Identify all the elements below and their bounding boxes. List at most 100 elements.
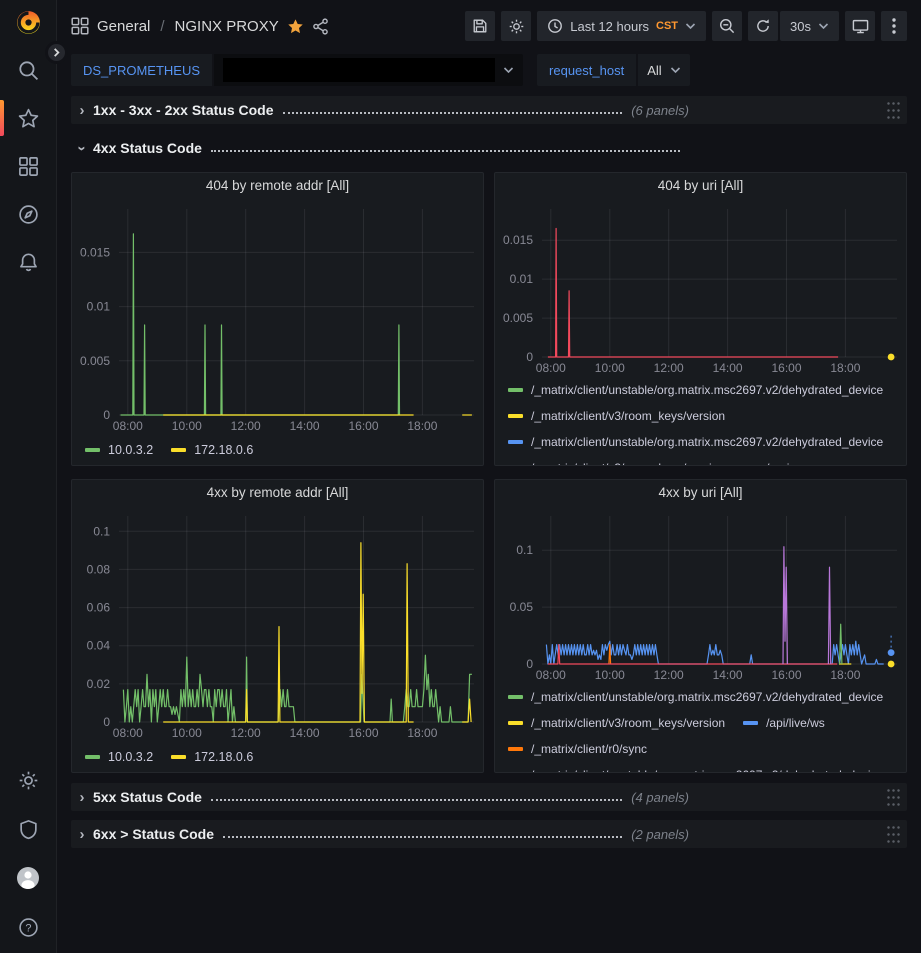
row-title: 5xx Status Code	[93, 789, 202, 805]
dashboard-settings-button[interactable]	[501, 11, 532, 41]
legend-item[interactable]: /_matrix/client/r0/sync	[508, 736, 647, 762]
series-color-swatch-icon	[508, 695, 523, 699]
row-4xx-status-code[interactable]: › 4xx Status Code	[71, 134, 907, 162]
search-icon[interactable]	[0, 58, 56, 82]
request-host-select[interactable]: All	[638, 54, 690, 86]
dashboard-variables-bar: DS_PROMETHEUS request_host All	[57, 52, 921, 94]
legend-label: /_matrix/client/unstable/org.matrix.msc2…	[531, 690, 884, 704]
legend-item[interactable]: 10.0.3.2	[85, 742, 153, 772]
svg-text:0.015: 0.015	[503, 233, 533, 247]
refresh-interval-dropdown[interactable]: 30s	[780, 11, 839, 41]
dashboards-grid-icon[interactable]	[0, 154, 56, 178]
legend-item[interactable]: /_matrix/client/v3/room_keys/version	[508, 710, 725, 736]
panel-legend: 10.0.3.2 172.18.0.6	[73, 435, 482, 465]
svg-text:08:00: 08:00	[113, 726, 143, 740]
svg-text:?: ?	[25, 922, 31, 934]
legend-item[interactable]: /api/live/ws	[743, 710, 825, 736]
legend-item[interactable]: /_matrix/client/unstable/org.matrix.msc2…	[508, 684, 883, 710]
panel-title[interactable]: 404 by remote addr [All]	[205, 178, 350, 193]
cycle-view-tv-button[interactable]	[845, 11, 875, 41]
svg-text:0.06: 0.06	[87, 601, 111, 615]
legend-label: /sw.js	[766, 461, 795, 465]
favorite-star-icon[interactable]	[287, 18, 304, 35]
sidebar-expand-button[interactable]	[45, 41, 68, 64]
svg-text:14:00: 14:00	[713, 668, 743, 682]
timeseries-chart[interactable]: 0 0.05 0.1 08:00 10:00 12:00 14:00 16:00 18:00	[496, 506, 905, 684]
row-drag-handle-icon[interactable]	[886, 823, 901, 845]
svg-text:0.04: 0.04	[87, 639, 111, 653]
svg-text:0.1: 0.1	[93, 524, 110, 538]
variable-label-request-host: request_host	[537, 54, 637, 86]
dashboard-canvas: › 1xx - 3xx - 2xx Status Code (6 panels)…	[57, 94, 921, 953]
legend-item[interactable]: /sw.js	[743, 455, 795, 465]
svg-text:16:00: 16:00	[348, 419, 378, 433]
row-1xx-3xx-2xx-status-code[interactable]: › 1xx - 3xx - 2xx Status Code (6 panels)	[71, 96, 907, 124]
explore-compass-icon[interactable]	[0, 202, 56, 226]
settings-gear-icon[interactable]	[0, 768, 56, 792]
share-icon[interactable]	[312, 17, 329, 35]
legend-item[interactable]: /_matrix/client/v3/room_keys/version	[508, 455, 725, 465]
panel-legend: /_matrix/client/unstable/org.matrix.msc2…	[496, 684, 905, 772]
kebab-menu-button[interactable]	[881, 11, 907, 41]
legend-item[interactable]: 172.18.0.6	[171, 435, 253, 465]
svg-text:18:00: 18:00	[407, 419, 437, 433]
timeseries-chart[interactable]: 0 0.005 0.01 0.015 08:00 10:00 12:00 14:00 16:00…	[496, 199, 905, 377]
svg-text:0.005: 0.005	[503, 311, 533, 325]
timeseries-chart[interactable]: 0 0.02 0.04 0.06 0.08 0.1 08:00 10:00 12:00 14:00…	[73, 506, 482, 742]
timeseries-chart[interactable]: 0 0.005 0.01 0.015 08:00 10:00 12:00 14:00 16:00…	[73, 199, 482, 435]
help-question-icon[interactable]: ?	[0, 915, 56, 939]
legend-label: 10.0.3.2	[108, 443, 154, 457]
series-color-swatch-icon	[508, 440, 523, 444]
save-dashboard-button[interactable]	[465, 11, 496, 41]
legend-item[interactable]: /_matrix/client/unstable/org.matrix.msc2…	[508, 762, 883, 772]
time-range-picker[interactable]: Last 12 hours CST	[537, 11, 707, 41]
chevron-down-icon	[685, 22, 696, 30]
row-drag-handle-icon[interactable]	[886, 99, 901, 121]
sidebar: ?	[0, 0, 57, 953]
starred-dashboards-icon[interactable]	[0, 100, 56, 136]
panel-title[interactable]: 4xx by uri [All]	[658, 485, 743, 500]
clock-icon	[547, 18, 563, 34]
refresh-button[interactable]	[748, 11, 779, 41]
panel-title[interactable]: 404 by uri [All]	[657, 178, 744, 193]
svg-text:12:00: 12:00	[231, 726, 261, 740]
series-color-swatch-icon	[171, 755, 187, 759]
svg-text:08:00: 08:00	[113, 419, 143, 433]
legend-label: /_matrix/client/v3/room_keys/version	[531, 409, 726, 423]
legend-item[interactable]: /_matrix/client/unstable/org.matrix.msc2…	[508, 429, 883, 455]
breadcrumb-folder[interactable]: General	[97, 17, 151, 35]
series-color-swatch-icon	[85, 755, 100, 759]
row-dotted-leader	[282, 102, 623, 114]
panel-title[interactable]: 4xx by remote addr [All]	[206, 485, 349, 500]
legend-label: /_matrix/client/v3/room_keys/version	[531, 716, 726, 730]
server-admin-shield-icon[interactable]	[0, 817, 56, 841]
legend-item[interactable]: /_matrix/client/v3/room_keys/version	[508, 403, 725, 429]
datasource-value-redacted	[223, 58, 496, 82]
chevron-down-icon	[503, 66, 514, 74]
panel-404-by-uri: 404 by uri [All] 0 0.005 0.01 0.015 08:00 10:…	[494, 172, 907, 466]
panel-legend: 10.0.3.2 172.18.0.6	[73, 742, 482, 772]
series-color-swatch-icon	[508, 388, 523, 392]
alerting-bell-icon[interactable]	[0, 250, 56, 274]
row-6xx-status-code[interactable]: › 6xx > Status Code (2 panels)	[71, 820, 907, 848]
legend-item[interactable]: 172.18.0.6	[171, 742, 253, 772]
row-panel-count: (6 panels)	[631, 102, 689, 118]
refresh-button-group: 30s	[748, 11, 839, 41]
chevron-down-icon: ›	[73, 145, 91, 151]
profile-avatar[interactable]	[0, 866, 56, 890]
series-color-swatch-icon	[508, 414, 523, 418]
legend-label: 172.18.0.6	[194, 443, 254, 457]
datasource-select[interactable]	[214, 54, 524, 86]
legend-item[interactable]: 10.0.3.2	[85, 435, 153, 465]
row-drag-handle-icon[interactable]	[886, 786, 901, 808]
panel-4xx-by-uri: 4xx by uri [All] 0 0.05 0.1 08:00 10:00 12:00…	[494, 479, 907, 773]
refresh-icon	[755, 18, 771, 34]
legend-item[interactable]: /_matrix/client/unstable/org.matrix.msc2…	[508, 377, 883, 403]
row-5xx-status-code[interactable]: › 5xx Status Code (4 panels)	[71, 783, 907, 811]
series-color-swatch-icon	[171, 448, 187, 452]
panel-404-by-remote-addr: 404 by remote addr [All] 0 0.005 0.01 0.015…	[71, 172, 484, 466]
gear-icon	[508, 18, 525, 35]
grafana-logo[interactable]	[0, 10, 56, 34]
zoom-out-button[interactable]	[712, 11, 743, 41]
svg-text:18:00: 18:00	[407, 726, 437, 740]
